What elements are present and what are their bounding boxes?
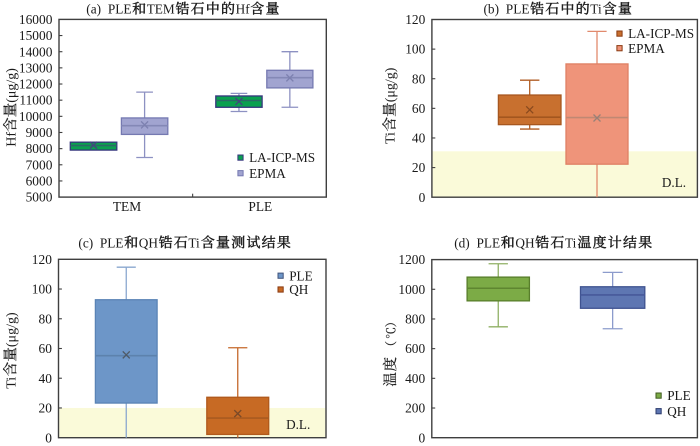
svg-text:1000: 1000 — [398, 282, 425, 297]
svg-text:5000: 5000 — [26, 190, 53, 205]
svg-text:0: 0 — [419, 190, 426, 205]
svg-text:(μg/g): (μg/g) — [384, 67, 399, 102]
svg-text:(a): (a) — [86, 2, 101, 17]
svg-text:12000: 12000 — [19, 77, 53, 92]
svg-text:600: 600 — [405, 341, 425, 356]
svg-text:400: 400 — [405, 371, 425, 386]
svg-text:6000: 6000 — [26, 174, 53, 189]
svg-text:11000: 11000 — [19, 93, 52, 108]
svg-text:120: 120 — [32, 252, 52, 267]
svg-text:40: 40 — [39, 371, 53, 386]
svg-text:800: 800 — [405, 312, 425, 327]
svg-text:QH: QH — [139, 235, 159, 250]
svg-text:80: 80 — [412, 71, 426, 86]
svg-text:PLE: PLE — [506, 2, 530, 17]
svg-text:LA-ICP-MS: LA-ICP-MS — [628, 26, 694, 41]
svg-text:Ti: Ti — [565, 235, 577, 250]
svg-text:QH: QH — [289, 282, 309, 297]
svg-text:Ti: Ti — [384, 132, 399, 144]
svg-text:EPMA: EPMA — [249, 166, 286, 181]
svg-text:60: 60 — [39, 341, 53, 356]
svg-text:PLE: PLE — [248, 199, 272, 214]
svg-text:(b): (b) — [484, 2, 500, 17]
svg-text:0: 0 — [418, 430, 425, 445]
svg-text:QH: QH — [667, 404, 687, 419]
svg-text:16000: 16000 — [19, 12, 53, 27]
svg-text:0: 0 — [45, 430, 52, 445]
svg-text:9000: 9000 — [26, 125, 53, 140]
svg-text:QH: QH — [515, 235, 535, 250]
svg-text:(d): (d) — [454, 235, 470, 250]
svg-text:(μg/g): (μg/g) — [4, 68, 19, 103]
svg-text:20: 20 — [39, 401, 53, 416]
svg-text:PLE: PLE — [108, 2, 132, 17]
svg-text:EPMA: EPMA — [628, 41, 665, 56]
svg-text:D.L.: D.L. — [662, 175, 686, 190]
svg-text:200: 200 — [405, 401, 425, 416]
svg-text:Ti: Ti — [188, 235, 200, 250]
svg-text:(μg/g): (μg/g) — [4, 312, 19, 347]
svg-text:PLE: PLE — [667, 388, 690, 403]
svg-text:Ti: Ti — [590, 2, 602, 17]
svg-text:(c): (c) — [78, 235, 93, 250]
svg-text:1200: 1200 — [398, 252, 425, 267]
svg-text:40: 40 — [412, 131, 426, 146]
svg-text:Ti: Ti — [4, 377, 19, 389]
svg-text:80: 80 — [39, 311, 53, 326]
svg-text:LA-ICP-MS: LA-ICP-MS — [249, 150, 315, 165]
svg-text:D.L.: D.L. — [286, 417, 310, 432]
svg-text:7000: 7000 — [26, 157, 53, 172]
svg-text:PLE: PLE — [477, 235, 501, 250]
svg-text:PLE: PLE — [289, 268, 312, 283]
svg-text:Hf: Hf — [236, 2, 251, 17]
svg-text:TEM: TEM — [113, 199, 141, 214]
svg-text:15000: 15000 — [19, 28, 53, 43]
svg-text:100: 100 — [32, 282, 52, 297]
svg-text:Hf: Hf — [4, 132, 19, 147]
svg-text:TEM: TEM — [147, 2, 175, 17]
svg-text:10000: 10000 — [19, 109, 53, 124]
svg-text:13000: 13000 — [19, 60, 53, 75]
svg-text:60: 60 — [412, 101, 426, 116]
svg-text:100: 100 — [405, 42, 425, 57]
svg-text:14000: 14000 — [19, 44, 53, 59]
svg-text:120: 120 — [405, 12, 425, 27]
svg-text:20: 20 — [412, 160, 426, 175]
svg-text:8000: 8000 — [26, 141, 53, 156]
svg-text:PLE: PLE — [100, 235, 124, 250]
